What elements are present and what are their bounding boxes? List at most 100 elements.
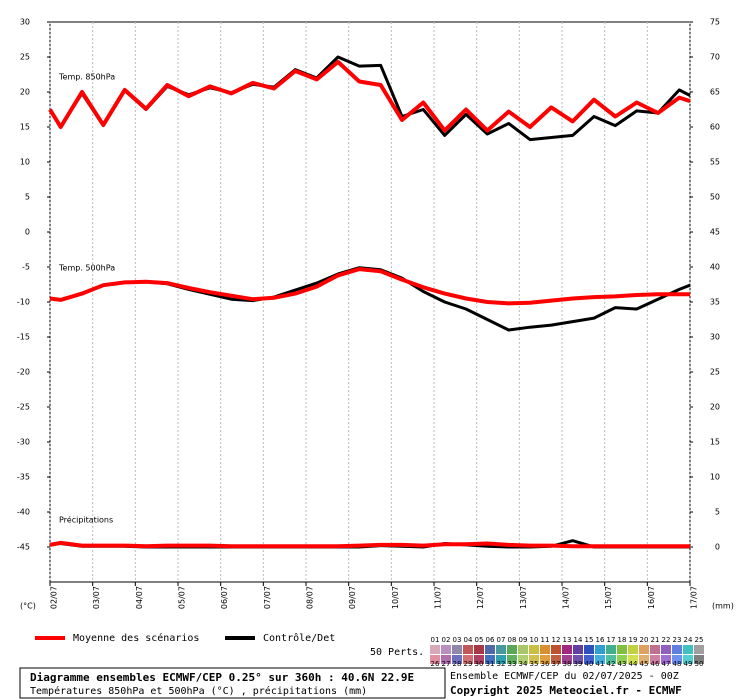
y-tick-label: 20	[20, 88, 30, 97]
y-tick-label: -45	[17, 543, 30, 552]
y2-tick-label: 65	[710, 88, 720, 97]
perturbation-swatch	[474, 645, 484, 654]
perturbation-swatch	[518, 645, 528, 654]
perturbation-swatch	[474, 655, 484, 664]
perturbation-swatch	[507, 655, 517, 664]
footer-title: Diagramme ensembles ECMWF/CEP 0.25° sur …	[30, 671, 414, 684]
y-tick-label: -35	[17, 473, 30, 482]
perturbation-swatch	[573, 645, 583, 654]
x-tick-label: 12/07	[476, 586, 485, 609]
y-tick-label: -10	[17, 298, 30, 307]
perturbation-swatch	[529, 645, 539, 654]
perturbation-label: 10	[530, 636, 539, 644]
perturbation-label: 29	[464, 660, 473, 668]
perturbation-label: 08	[508, 636, 517, 644]
perturbation-label: 01	[431, 636, 440, 644]
perturbation-label: 49	[684, 660, 693, 668]
x-tick-label: 04/07	[135, 586, 144, 609]
x-tick-label: 15/07	[604, 586, 613, 609]
y-tick-label: -15	[17, 333, 30, 342]
y2-tick-label: 35	[710, 298, 720, 307]
perturbation-swatch	[518, 655, 528, 664]
panel-label: Temp. 500hPa	[58, 264, 115, 273]
y-tick-label: -25	[17, 403, 30, 412]
y-tick-label: 25	[20, 53, 30, 62]
y2-tick-label: 60	[710, 123, 720, 132]
perturbation-swatch	[694, 655, 704, 664]
perturbation-label: 34	[519, 660, 528, 668]
perturbation-label: 12	[552, 636, 561, 644]
perturbation-swatch	[529, 655, 539, 664]
y2-tick-label: 30	[710, 333, 720, 342]
perturbation-label: 13	[563, 636, 572, 644]
perturbation-swatch	[496, 655, 506, 664]
perturbation-label: 45	[640, 660, 649, 668]
perturbation-swatch	[485, 655, 495, 664]
x-tick-label: 06/07	[220, 586, 229, 609]
perturbation-label: 35	[530, 660, 539, 668]
x-tick-label: 10/07	[391, 586, 400, 609]
y2-tick-label: 75	[710, 18, 720, 27]
perturbation-swatch	[639, 645, 649, 654]
perturbation-swatch	[628, 655, 638, 664]
perturbation-label: 05	[475, 636, 484, 644]
perturbation-label: 50	[695, 660, 704, 668]
perturbation-label: 02	[442, 636, 451, 644]
perturbation-label: 23	[673, 636, 682, 644]
perturbation-swatch	[573, 655, 583, 664]
x-tick-label: 08/07	[306, 586, 315, 609]
panel-label: Précipitations	[59, 515, 113, 525]
perturbation-label: 21	[651, 636, 660, 644]
perturbation-label: 20	[640, 636, 649, 644]
y2-tick-label: 15	[710, 438, 720, 447]
perturbation-label: 46	[651, 660, 660, 668]
perturbation-label: 48	[673, 660, 682, 668]
perturbation-label: 11	[541, 636, 550, 644]
perturbation-label: 40	[585, 660, 594, 668]
perturbation-swatch	[430, 645, 440, 654]
perturbation-swatch	[441, 655, 451, 664]
series-line	[49, 267, 690, 306]
perturbation-swatch	[672, 655, 682, 664]
perturbation-swatch	[507, 645, 517, 654]
y-unit: (°C)	[20, 602, 36, 611]
y2-unit: (mm)	[712, 602, 734, 611]
perturbation-swatch	[452, 645, 462, 654]
perturbation-swatch	[584, 655, 594, 664]
perturbation-label: 22	[662, 636, 671, 644]
perturbation-label: 27	[442, 660, 451, 668]
y2-tick-label: 25	[710, 368, 720, 377]
perturbation-label: 37	[552, 660, 561, 668]
x-tick-label: 14/07	[562, 586, 571, 609]
perturbation-swatch	[606, 645, 616, 654]
perturbation-swatch	[452, 655, 462, 664]
y-tick-label: 10	[20, 158, 30, 167]
perturbation-label: 09	[519, 636, 528, 644]
perturbation-label: 28	[453, 660, 462, 668]
x-tick-label: 11/07	[434, 586, 443, 609]
perturbation-swatch	[463, 645, 473, 654]
x-tick-label: 13/07	[519, 586, 528, 609]
perturbation-swatch	[650, 655, 660, 664]
perturbation-swatch	[639, 655, 649, 664]
y-tick-label: 0	[25, 228, 30, 237]
x-tick-label: 09/07	[348, 586, 357, 609]
perturbation-swatch	[694, 645, 704, 654]
perturbation-label: 38	[563, 660, 572, 668]
perturbation-label: 43	[618, 660, 627, 668]
perturbation-swatch	[562, 645, 572, 654]
perturbation-label: 15	[585, 636, 594, 644]
perturbation-label: 25	[695, 636, 704, 644]
perturbation-swatch	[540, 655, 550, 664]
perturbation-swatch	[661, 645, 671, 654]
y2-tick-label: 40	[710, 263, 720, 272]
perturbation-swatch	[430, 655, 440, 664]
y-tick-label: 30	[20, 18, 30, 27]
perturbation-label: 18	[618, 636, 627, 644]
perturbation-swatch	[617, 645, 627, 654]
perturbation-swatch	[683, 645, 693, 654]
legend-label: Moyenne des scénarios	[73, 632, 199, 644]
perturbation-swatch	[496, 645, 506, 654]
perturbation-swatch	[617, 655, 627, 664]
perturbation-label: 30	[475, 660, 484, 668]
